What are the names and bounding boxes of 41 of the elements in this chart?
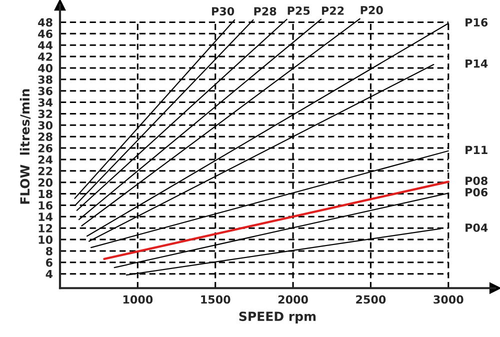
y-tick-label: 36 — [38, 86, 52, 96]
y-tick-label: 30 — [38, 121, 53, 130]
series-label: P16 — [466, 18, 488, 27]
y-tick-label: 26 — [38, 144, 52, 152]
x-tick-label: 2500 — [356, 295, 386, 304]
x-tick-label: 1500 — [201, 295, 230, 304]
y-tick-label: 34 — [38, 98, 53, 107]
series-label: P20 — [360, 6, 383, 14]
series-label: P08 — [466, 176, 488, 185]
y-tick-label: 8 — [46, 246, 52, 256]
y-tick-label: 28 — [38, 132, 52, 141]
y-tick-label: 10 — [38, 236, 53, 244]
y-tick-label: 44 — [38, 41, 53, 50]
y-tick-label: 38 — [38, 75, 52, 84]
y-tick-label: 32 — [38, 110, 52, 118]
x-tick-label: 2000 — [278, 295, 308, 304]
y-tick-label: 16 — [38, 201, 52, 210]
text: P14 — [466, 59, 488, 68]
series-label: P25 — [288, 6, 310, 15]
y-tick-label: 4 — [46, 270, 53, 278]
y-tick-label: 40 — [38, 64, 53, 72]
y-tick-label: 14 — [38, 212, 53, 221]
series-label: P11 — [466, 146, 488, 154]
x-axis-title: SPEED rpm — [239, 312, 316, 324]
x-tick-label: 3000 — [434, 295, 464, 304]
y-tick-label: 6 — [46, 258, 52, 267]
y-tick-label: 20 — [38, 178, 53, 187]
y-tick-label: 24 — [38, 155, 53, 164]
x-tick-label: 1000 — [123, 295, 153, 304]
series-label: P30 — [212, 7, 234, 16]
y-tick-label: 46 — [38, 30, 52, 38]
y-axis-title: FLOW litres/min — [20, 89, 31, 204]
series-label: P22 — [322, 6, 344, 15]
series-label: P28 — [254, 7, 276, 16]
series-label: P06 — [466, 188, 488, 196]
y-tick-label: 12 — [38, 224, 52, 232]
y-tick-label: 48 — [38, 18, 52, 27]
y-tick-label: 22 — [38, 166, 52, 176]
y-tick-label: 42 — [38, 52, 52, 61]
text: P04 — [466, 223, 488, 232]
y-tick-label: 18 — [38, 190, 52, 198]
